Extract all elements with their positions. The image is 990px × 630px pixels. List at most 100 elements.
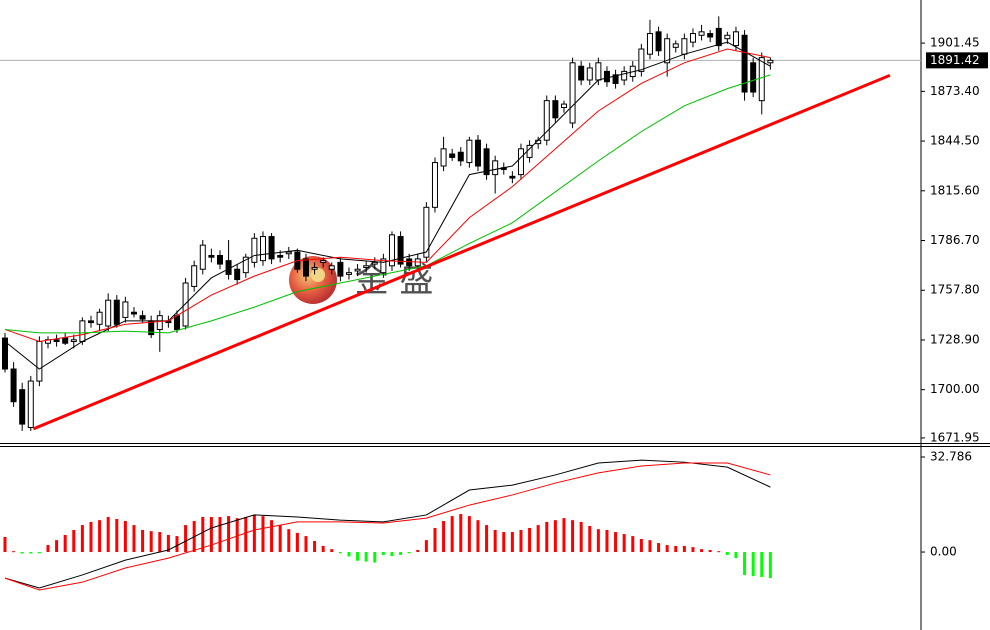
candle-body [578,65,585,81]
histogram-bar [158,532,162,553]
histogram-bar [510,532,514,553]
candle-body [664,38,671,64]
candle-body [621,70,628,81]
histogram-bar [450,516,454,553]
histogram-bar [674,545,678,553]
candle-body [311,267,318,270]
histogram-bar [321,545,325,553]
candle-body [707,33,714,38]
histogram-bar [115,518,119,553]
histogram-bar [287,529,291,553]
histogram-bar [46,545,50,553]
candle-body [277,254,284,258]
histogram-bar [639,538,643,553]
histogram-bar [493,530,497,553]
histogram-bar [665,545,669,553]
histogram-bar [98,520,102,553]
y-tick-label: 1786.70 [930,233,980,247]
candle-body [173,315,180,330]
histogram-bar [390,552,394,557]
candle-body [406,258,413,267]
histogram-bar [536,525,540,553]
candle-body [62,337,69,344]
histogram-bar [252,514,256,553]
candle-body [440,148,447,167]
candle-body [216,254,223,265]
histogram-bar [304,536,308,553]
candle-body [19,389,26,425]
histogram-bar [227,516,231,553]
histogram-bar [528,527,532,553]
candle-body [758,57,765,102]
candle-body [681,38,688,55]
histogram-bar [648,540,652,553]
histogram-bar [768,552,772,579]
histogram-bar [201,516,205,553]
candle-body [431,162,438,208]
candle-body [397,236,404,265]
histogram-bar [579,521,583,553]
histogram-bar [682,545,686,553]
y-tick-label: 1671.95 [930,430,980,444]
histogram-bar [545,521,549,553]
histogram-bar [270,520,274,553]
histogram-bar [467,516,471,553]
candle-body [492,160,499,176]
candle-body [603,70,610,83]
histogram-bar [502,532,506,553]
histogram-bar [20,552,24,554]
candle-body [569,62,576,124]
candle-body [191,265,198,287]
histogram-bar [751,552,755,577]
histogram-bar [356,552,360,561]
candle-body [320,260,327,263]
histogram-bar [381,552,385,555]
candle-body [767,59,774,64]
histogram-bar [184,525,188,553]
histogram-bar [614,532,618,553]
candle-body [122,301,129,318]
histogram-bar [416,550,420,553]
histogram-bar [80,525,84,553]
histogram-bar [407,552,411,554]
candle-body [36,340,43,382]
candle-body [251,237,258,263]
y-tick-label: 0.00 [930,545,957,559]
candle-body [689,33,696,43]
histogram-bar [760,552,764,577]
candle-body [268,236,275,260]
current-price-label: 1891.42 [930,53,980,67]
trend-line [32,73,891,431]
line-series [4,459,771,589]
y-tick-label: 1873.40 [930,84,980,98]
histogram-bar [330,549,334,553]
histogram-bar [596,529,600,553]
histogram-bar [725,552,729,555]
histogram-bar [442,521,446,553]
histogram-bar [553,520,557,553]
histogram-bar [141,530,145,553]
candle-body [156,315,163,330]
candle-body [380,258,387,274]
candle-body [612,74,619,84]
y-tick-label: 32.786 [930,450,972,464]
histogram-bar [3,536,7,553]
candle-body [750,62,757,93]
candle-body [113,299,120,325]
histogram-bar [132,525,136,553]
histogram-bar [476,520,480,553]
logo [289,256,337,304]
y-tick-label: 1757.80 [930,283,980,297]
histogram-bar [571,520,575,553]
candle-body [672,43,679,48]
candle-body [483,148,490,176]
y-tick-label: 1901.45 [930,36,980,50]
histogram-bar [459,514,463,553]
candle-body [70,339,77,342]
histogram-bar [338,552,342,554]
y-tick-label: 1844.50 [930,134,980,148]
histogram-bar [433,527,437,553]
histogram-bar [149,531,153,553]
histogram-bar [89,521,93,553]
